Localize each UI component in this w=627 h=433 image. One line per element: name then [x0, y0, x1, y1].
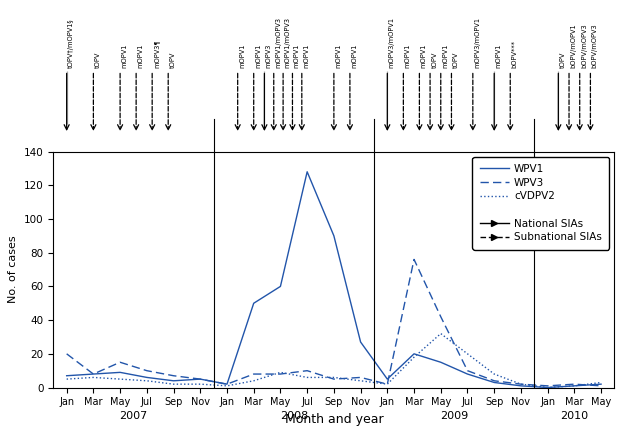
Text: mOPV1: mOPV1: [335, 43, 341, 68]
Text: mOPV1: mOPV1: [294, 43, 300, 68]
Text: mOPV1: mOPV1: [255, 43, 261, 68]
Y-axis label: No. of cases: No. of cases: [8, 236, 18, 304]
Text: 2007: 2007: [119, 411, 147, 421]
Text: mOPV1/mOPV3: mOPV1/mOPV3: [285, 16, 290, 68]
Legend: WPV1, WPV3, cVDPV2, , National SIAs, Subnational SIAs: WPV1, WPV3, cVDPV2, , National SIAs, Sub…: [472, 157, 609, 249]
Text: mOPV1: mOPV1: [239, 43, 245, 68]
Text: tOPV: tOPV: [453, 51, 459, 68]
Text: tOPV: tOPV: [95, 51, 101, 68]
Text: mOPV3/mOPV1: mOPV3/mOPV1: [474, 16, 480, 68]
Text: mOPV1/mOPV3: mOPV1/mOPV3: [275, 16, 281, 68]
X-axis label: Month and year: Month and year: [285, 413, 383, 426]
Text: mOPV1: mOPV1: [495, 43, 502, 68]
Text: tOPV: tOPV: [169, 51, 176, 68]
Text: tOPV: tOPV: [560, 51, 566, 68]
Text: mOPV1: mOPV1: [404, 43, 411, 68]
Text: mOPV1: mOPV1: [137, 43, 144, 68]
Text: mOPV3/mOPV1: mOPV3/mOPV1: [389, 16, 394, 68]
Text: mOPV1: mOPV1: [303, 43, 309, 68]
Text: mOPV1: mOPV1: [421, 43, 427, 68]
Text: mOPV3: mOPV3: [266, 43, 271, 68]
Text: 2009: 2009: [440, 411, 468, 421]
Text: tOPV: tOPV: [431, 51, 438, 68]
Text: mOPV1: mOPV1: [122, 43, 127, 68]
Text: bOPV/mOPV3: bOPV/mOPV3: [592, 23, 598, 68]
Text: bOPV/mOPV1: bOPV/mOPV1: [571, 23, 576, 68]
Text: bOPV***: bOPV***: [512, 39, 517, 68]
Text: mOPV1: mOPV1: [442, 43, 448, 68]
Text: 2010: 2010: [561, 411, 588, 421]
Text: tOPV†/mOPV1§: tOPV†/mOPV1§: [68, 18, 74, 68]
Text: mOPV1: mOPV1: [351, 43, 357, 68]
Text: bOPV/mOPV3: bOPV/mOPV3: [581, 23, 587, 68]
Text: 2008: 2008: [280, 411, 308, 421]
Text: mOPV3¶: mOPV3¶: [154, 39, 159, 68]
